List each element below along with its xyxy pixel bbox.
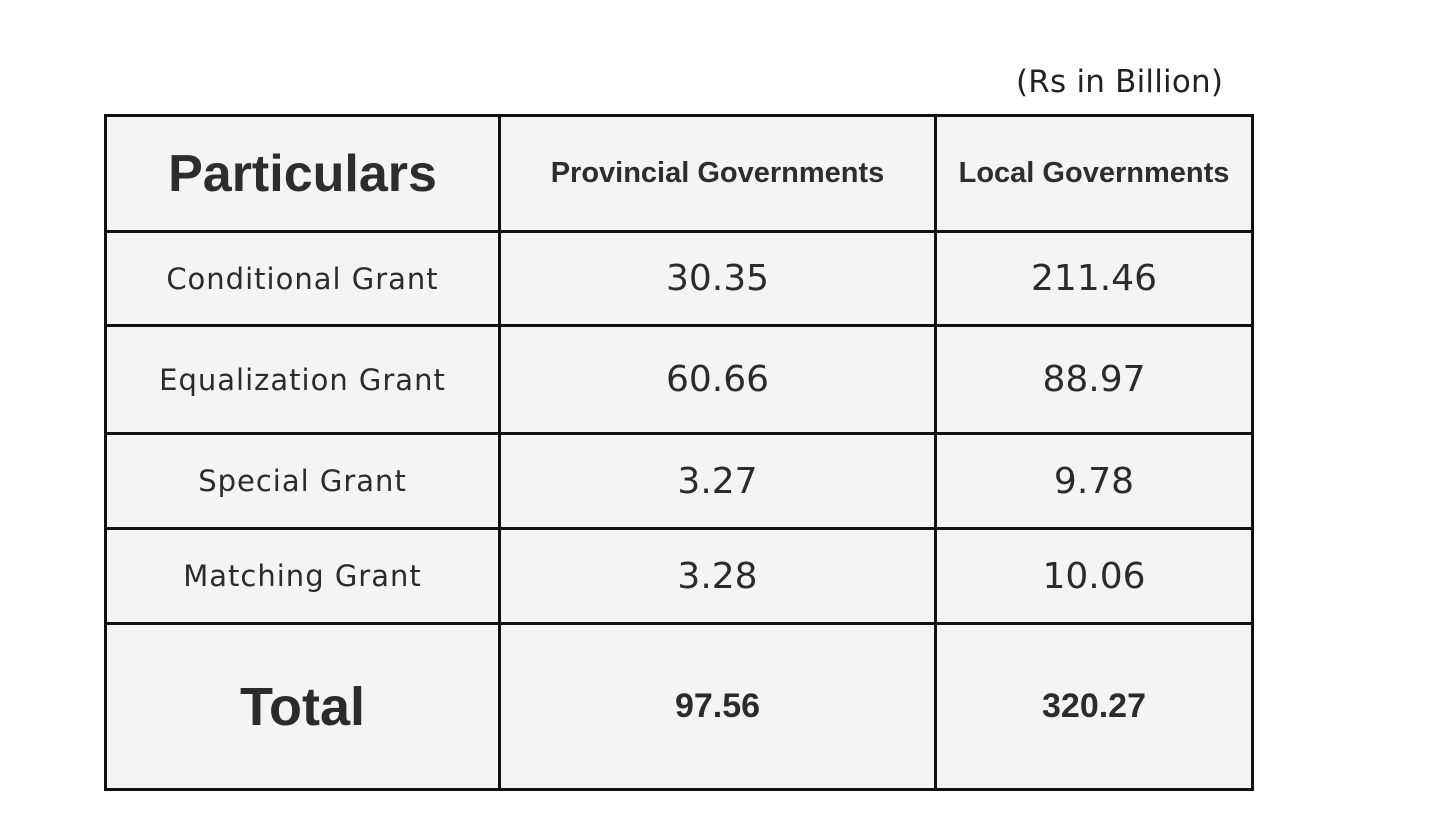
total-provincial-value: 97.56 [498,622,937,791]
unit-note: (Rs in Billion) [1016,64,1224,100]
header-particulars: Particulars [104,114,501,233]
provincial-value: 3.27 [498,432,937,530]
grants-table: Particulars Provincial Governments Local… [104,114,1254,791]
table-total-row: Total 97.56 320.27 [104,622,1254,791]
local-value: 10.06 [934,527,1254,625]
total-label: Total [104,622,501,791]
local-value: 9.78 [934,432,1254,530]
row-label: Special Grant [104,432,501,530]
local-value: 88.97 [934,324,1254,435]
table-row: Conditional Grant 30.35 211.46 [104,230,1254,327]
header-provincial-governments: Provincial Governments [498,114,937,233]
row-label: Matching Grant [104,527,501,625]
total-local-value: 320.27 [934,622,1254,791]
provincial-value: 60.66 [498,324,937,435]
table-row: Special Grant 3.27 9.78 [104,432,1254,530]
provincial-value: 30.35 [498,230,937,327]
header-local-governments: Local Governments [934,114,1254,233]
local-value: 211.46 [934,230,1254,327]
provincial-value: 3.28 [498,527,937,625]
row-label: Equalization Grant [104,324,501,435]
row-label: Conditional Grant [104,230,501,327]
table-row: Equalization Grant 60.66 88.97 [104,324,1254,435]
table-row: Matching Grant 3.28 10.06 [104,527,1254,625]
table-header-row: Particulars Provincial Governments Local… [104,114,1254,233]
